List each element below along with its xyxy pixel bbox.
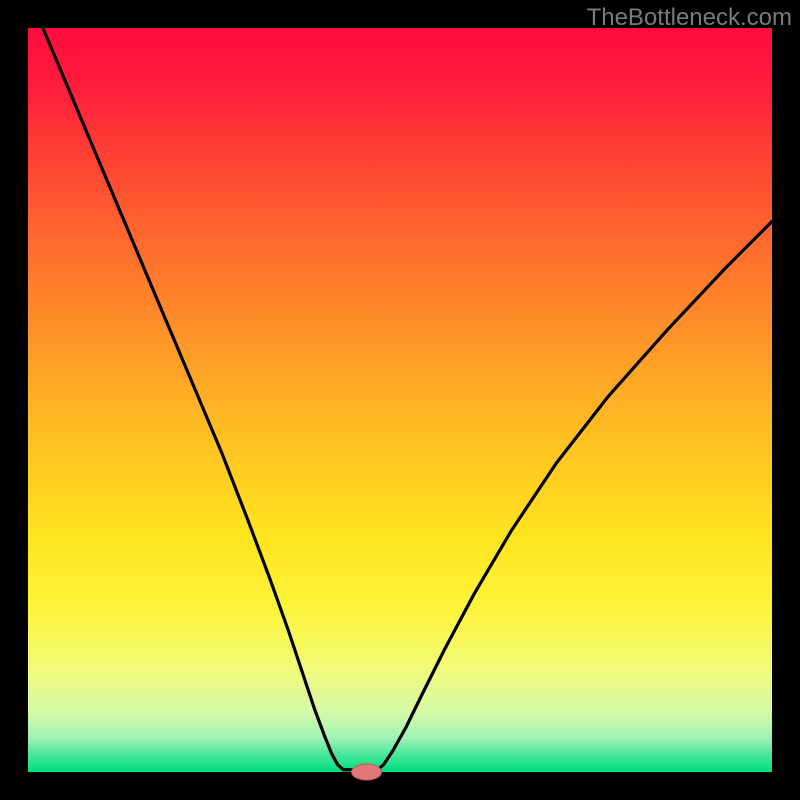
optimal-point-marker — [352, 764, 382, 780]
watermark-text: TheBottleneck.com — [587, 4, 792, 32]
gradient-background — [28, 28, 772, 772]
chart-container: TheBottleneck.com — [0, 0, 800, 800]
bottleneck-chart — [0, 0, 800, 800]
